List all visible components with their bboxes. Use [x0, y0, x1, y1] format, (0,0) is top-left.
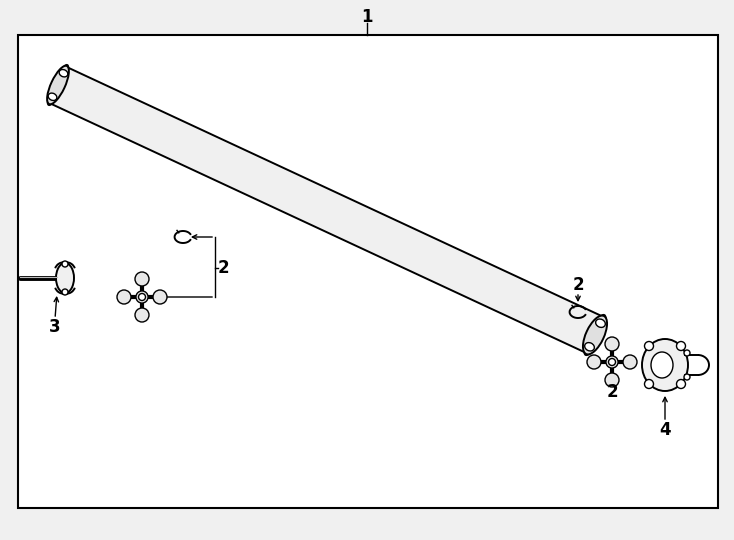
Ellipse shape: [47, 66, 69, 104]
Polygon shape: [50, 67, 603, 353]
Text: 4: 4: [659, 421, 671, 439]
Ellipse shape: [584, 315, 606, 355]
Circle shape: [684, 350, 690, 356]
Circle shape: [136, 291, 148, 303]
Ellipse shape: [583, 315, 607, 354]
Circle shape: [117, 290, 131, 304]
Ellipse shape: [48, 93, 57, 100]
Ellipse shape: [651, 352, 673, 378]
Circle shape: [606, 356, 618, 368]
Circle shape: [623, 355, 637, 369]
Ellipse shape: [48, 65, 68, 105]
Circle shape: [677, 341, 686, 350]
Circle shape: [605, 373, 619, 387]
Text: 2: 2: [606, 383, 618, 401]
Circle shape: [644, 341, 653, 350]
Text: 1: 1: [361, 8, 373, 26]
Circle shape: [139, 294, 145, 300]
Ellipse shape: [59, 70, 68, 77]
Bar: [18, 35, 718, 508]
Circle shape: [605, 337, 619, 351]
Circle shape: [684, 374, 690, 380]
Text: 2: 2: [573, 276, 584, 294]
Circle shape: [677, 380, 686, 388]
Ellipse shape: [56, 263, 74, 293]
Circle shape: [153, 290, 167, 304]
Ellipse shape: [585, 342, 595, 351]
Circle shape: [608, 359, 616, 366]
Circle shape: [62, 261, 68, 267]
Circle shape: [62, 289, 68, 295]
Circle shape: [644, 380, 653, 388]
Ellipse shape: [642, 339, 688, 391]
Ellipse shape: [596, 319, 606, 327]
Circle shape: [135, 272, 149, 286]
Circle shape: [587, 355, 601, 369]
Text: 3: 3: [49, 318, 61, 336]
Text: 2: 2: [218, 259, 230, 277]
Circle shape: [135, 308, 149, 322]
